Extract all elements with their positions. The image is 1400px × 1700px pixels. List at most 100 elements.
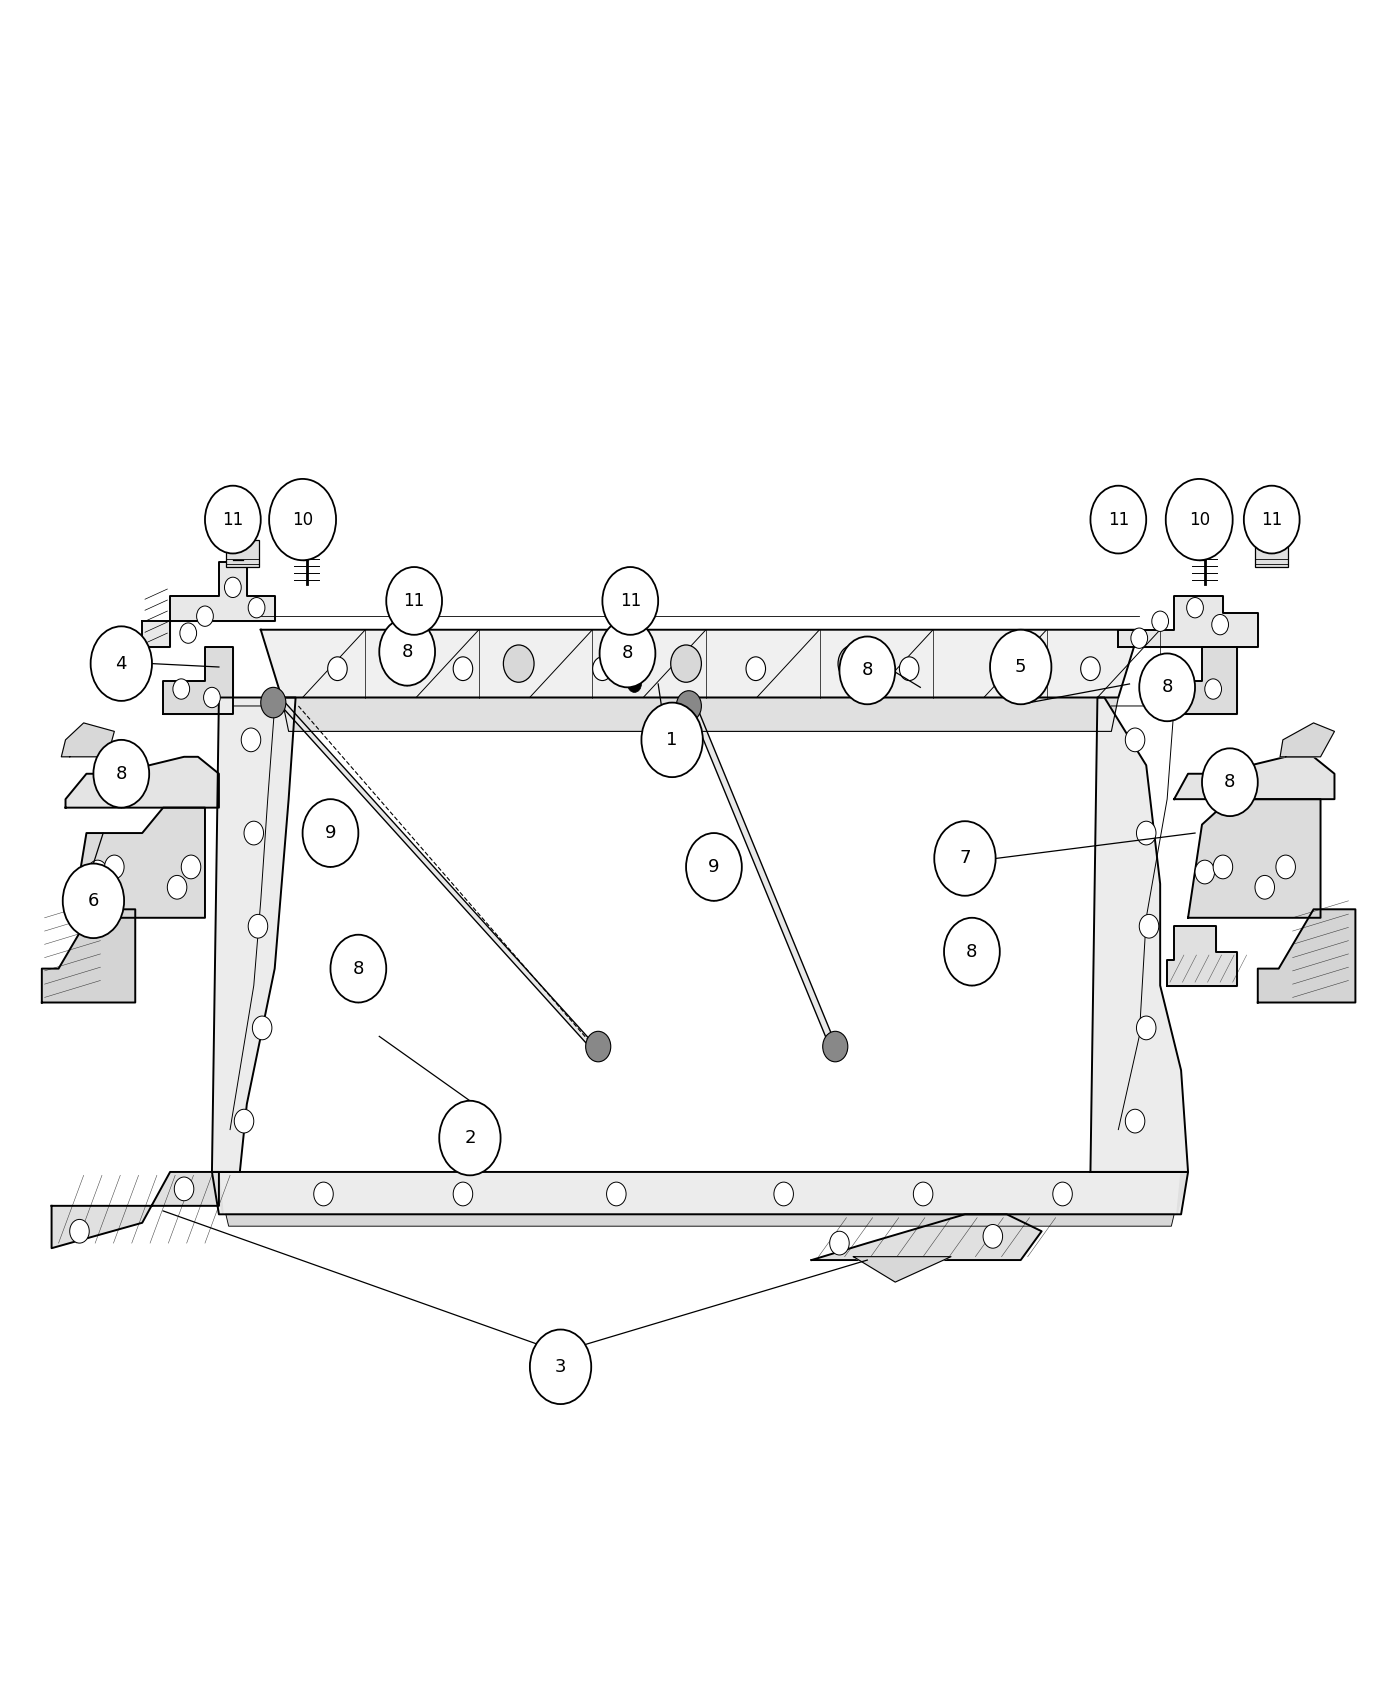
Circle shape <box>1152 610 1169 631</box>
Circle shape <box>1140 915 1159 938</box>
Circle shape <box>1214 855 1232 879</box>
Text: 7: 7 <box>959 850 970 867</box>
Text: 3: 3 <box>554 1358 567 1375</box>
Circle shape <box>913 1182 932 1205</box>
Circle shape <box>823 1032 848 1062</box>
Circle shape <box>454 1182 473 1205</box>
Circle shape <box>1205 678 1222 699</box>
Polygon shape <box>1177 1171 1189 1214</box>
Circle shape <box>1053 1182 1072 1205</box>
Circle shape <box>990 629 1051 704</box>
Circle shape <box>224 578 241 597</box>
Polygon shape <box>1175 756 1334 799</box>
Circle shape <box>70 1219 90 1243</box>
Polygon shape <box>52 1171 218 1248</box>
FancyBboxPatch shape <box>403 598 434 624</box>
Circle shape <box>269 479 336 561</box>
Circle shape <box>91 626 153 700</box>
Polygon shape <box>1189 799 1320 918</box>
Text: 8: 8 <box>353 959 364 978</box>
Circle shape <box>746 656 766 680</box>
Text: 8: 8 <box>861 661 874 680</box>
Circle shape <box>1091 486 1147 554</box>
Circle shape <box>944 918 1000 986</box>
Circle shape <box>105 855 125 879</box>
Circle shape <box>839 644 869 682</box>
Circle shape <box>168 876 186 899</box>
Circle shape <box>379 617 435 685</box>
Circle shape <box>454 656 473 680</box>
Polygon shape <box>812 1214 1042 1260</box>
Circle shape <box>386 568 442 634</box>
Circle shape <box>671 644 701 682</box>
Circle shape <box>1203 748 1257 816</box>
Circle shape <box>244 821 263 845</box>
Text: 2: 2 <box>465 1129 476 1148</box>
Polygon shape <box>1091 697 1189 1171</box>
Text: 6: 6 <box>88 892 99 910</box>
Circle shape <box>1212 614 1228 634</box>
Circle shape <box>248 915 267 938</box>
Polygon shape <box>686 697 840 1054</box>
FancyBboxPatch shape <box>225 539 259 566</box>
Text: 4: 4 <box>116 654 127 673</box>
Circle shape <box>172 678 189 699</box>
Polygon shape <box>1280 722 1334 756</box>
Polygon shape <box>211 697 295 1171</box>
Polygon shape <box>211 1171 1189 1214</box>
Polygon shape <box>1257 910 1355 1003</box>
Circle shape <box>1126 728 1145 751</box>
Circle shape <box>1140 653 1196 721</box>
Text: 11: 11 <box>1107 510 1128 529</box>
Text: 8: 8 <box>1162 678 1173 697</box>
Text: 11: 11 <box>1261 510 1282 529</box>
Circle shape <box>616 663 630 680</box>
Circle shape <box>865 680 878 697</box>
Circle shape <box>606 1182 626 1205</box>
Circle shape <box>774 1182 794 1205</box>
Circle shape <box>260 687 286 717</box>
Polygon shape <box>854 1256 951 1282</box>
Polygon shape <box>1119 595 1257 646</box>
Circle shape <box>1166 479 1232 561</box>
Circle shape <box>686 833 742 901</box>
Circle shape <box>302 799 358 867</box>
Circle shape <box>328 656 347 680</box>
FancyBboxPatch shape <box>1254 539 1288 566</box>
Polygon shape <box>73 808 204 918</box>
Circle shape <box>641 702 703 777</box>
Circle shape <box>934 821 995 896</box>
Circle shape <box>94 740 150 808</box>
Circle shape <box>983 1224 1002 1248</box>
Circle shape <box>440 1102 501 1175</box>
Polygon shape <box>164 646 232 714</box>
Text: 11: 11 <box>403 592 424 610</box>
Circle shape <box>1131 627 1148 648</box>
Circle shape <box>1126 1110 1145 1132</box>
Text: 10: 10 <box>293 510 314 529</box>
Circle shape <box>1081 656 1100 680</box>
Circle shape <box>396 661 410 678</box>
Text: 10: 10 <box>1189 510 1210 529</box>
Circle shape <box>314 1182 333 1205</box>
Circle shape <box>676 690 701 721</box>
Circle shape <box>1196 860 1215 884</box>
Circle shape <box>234 1110 253 1132</box>
Polygon shape <box>1168 927 1236 986</box>
Circle shape <box>599 619 655 687</box>
Circle shape <box>203 687 220 707</box>
Polygon shape <box>42 910 136 1003</box>
Circle shape <box>252 1017 272 1040</box>
Circle shape <box>1011 656 1030 680</box>
Text: 11: 11 <box>223 510 244 529</box>
Circle shape <box>1137 821 1156 845</box>
Circle shape <box>602 568 658 634</box>
Polygon shape <box>225 1214 1175 1226</box>
Circle shape <box>241 728 260 751</box>
Circle shape <box>1275 855 1295 879</box>
FancyBboxPatch shape <box>298 537 315 544</box>
Circle shape <box>174 1176 193 1200</box>
Text: 8: 8 <box>966 944 977 960</box>
Polygon shape <box>1168 646 1236 714</box>
Circle shape <box>840 636 895 704</box>
